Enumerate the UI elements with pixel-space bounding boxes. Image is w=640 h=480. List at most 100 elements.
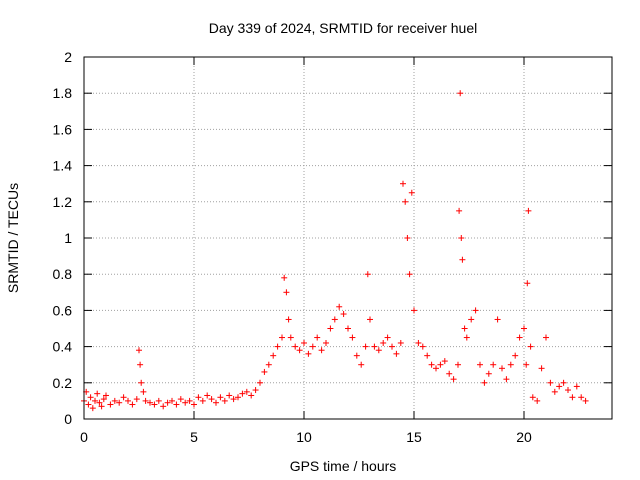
data-point [393, 350, 400, 357]
data-point [94, 390, 101, 397]
data-point [318, 347, 325, 354]
data-point [507, 361, 514, 368]
data-point [270, 352, 277, 359]
y-tick-label: 0.4 [53, 339, 73, 355]
data-point [461, 325, 468, 332]
data-point [345, 325, 351, 332]
data-point [305, 350, 312, 357]
data-point [458, 235, 465, 241]
y-axis-label: SRMTID / TECUs [5, 183, 21, 293]
tick-labels: 00.20.40.60.811.21.41.61.820 5 10 15 20 [53, 49, 532, 445]
data-point [191, 401, 197, 408]
data-point [397, 339, 404, 346]
data-point [560, 379, 567, 386]
data-point [408, 189, 415, 196]
y-tick-label: 0 [64, 411, 72, 427]
data-point [463, 334, 470, 341]
data-point [213, 399, 219, 406]
data-point [160, 403, 167, 410]
data-point [455, 361, 461, 368]
data-point [428, 361, 435, 368]
data-point [406, 271, 413, 278]
data-point [565, 387, 571, 394]
data-point [261, 368, 268, 375]
y-tick-label: 2 [64, 49, 72, 65]
data-point [468, 316, 475, 323]
data-point [371, 343, 378, 350]
data-point [226, 392, 233, 399]
data-point [217, 394, 224, 401]
data-point [358, 361, 365, 368]
data-point [364, 271, 371, 278]
data-point [323, 339, 329, 346]
data-point [98, 403, 105, 410]
x-tick-label: 20 [516, 429, 532, 445]
data-point [89, 405, 96, 412]
data-point [186, 397, 193, 404]
data-point [314, 334, 321, 341]
data-point [525, 207, 532, 214]
data-point [400, 180, 406, 187]
data-point [169, 397, 175, 404]
data-point [411, 307, 417, 314]
data-point [265, 361, 272, 368]
data-point [573, 383, 580, 390]
data-point [521, 325, 527, 332]
data-point [235, 394, 241, 401]
data-point [556, 383, 563, 390]
data-point [384, 334, 391, 341]
data-point [129, 401, 136, 408]
data-point [239, 390, 246, 397]
data-point [481, 379, 488, 386]
data-point [503, 376, 510, 383]
x-tick-label: 15 [406, 429, 422, 445]
data-point [147, 399, 153, 406]
data-point [257, 379, 263, 386]
data-point [582, 397, 589, 404]
data-point [204, 392, 211, 399]
data-point [538, 365, 545, 372]
y-tick-label: 0.6 [53, 302, 73, 318]
data-point [107, 401, 114, 408]
data-point [456, 207, 463, 214]
x-tick-label: 5 [190, 429, 198, 445]
data-point [415, 339, 422, 346]
data-points [81, 90, 589, 412]
data-point [285, 316, 292, 323]
data-point [164, 399, 171, 406]
data-point [331, 316, 338, 323]
data-point [137, 361, 144, 368]
plot-frame [83, 56, 613, 420]
data-point [477, 361, 483, 368]
data-point [529, 394, 536, 401]
data-point [499, 365, 505, 372]
y-tick-label: 1 [64, 230, 72, 246]
data-point [534, 397, 541, 404]
data-point [281, 274, 288, 281]
data-point [274, 343, 281, 350]
data-point [133, 396, 140, 403]
data-point [248, 392, 255, 399]
data-point [485, 370, 492, 377]
data-point [292, 343, 299, 350]
data-point [177, 396, 184, 403]
data-point [547, 379, 554, 386]
data-point [87, 394, 94, 401]
data-point [111, 397, 118, 404]
data-point [512, 352, 519, 359]
data-point [380, 339, 387, 346]
data-point [402, 198, 409, 205]
data-point [424, 352, 431, 359]
data-point [208, 396, 215, 403]
data-point [221, 397, 228, 404]
y-tick-label: 0.2 [53, 375, 73, 391]
data-point [389, 343, 395, 350]
data-point [433, 365, 439, 372]
data-point [569, 394, 576, 401]
data-point [375, 347, 382, 354]
data-point [100, 396, 107, 403]
data-point [523, 361, 530, 368]
y-tick-label: 1.4 [53, 158, 73, 174]
grid [84, 57, 612, 419]
